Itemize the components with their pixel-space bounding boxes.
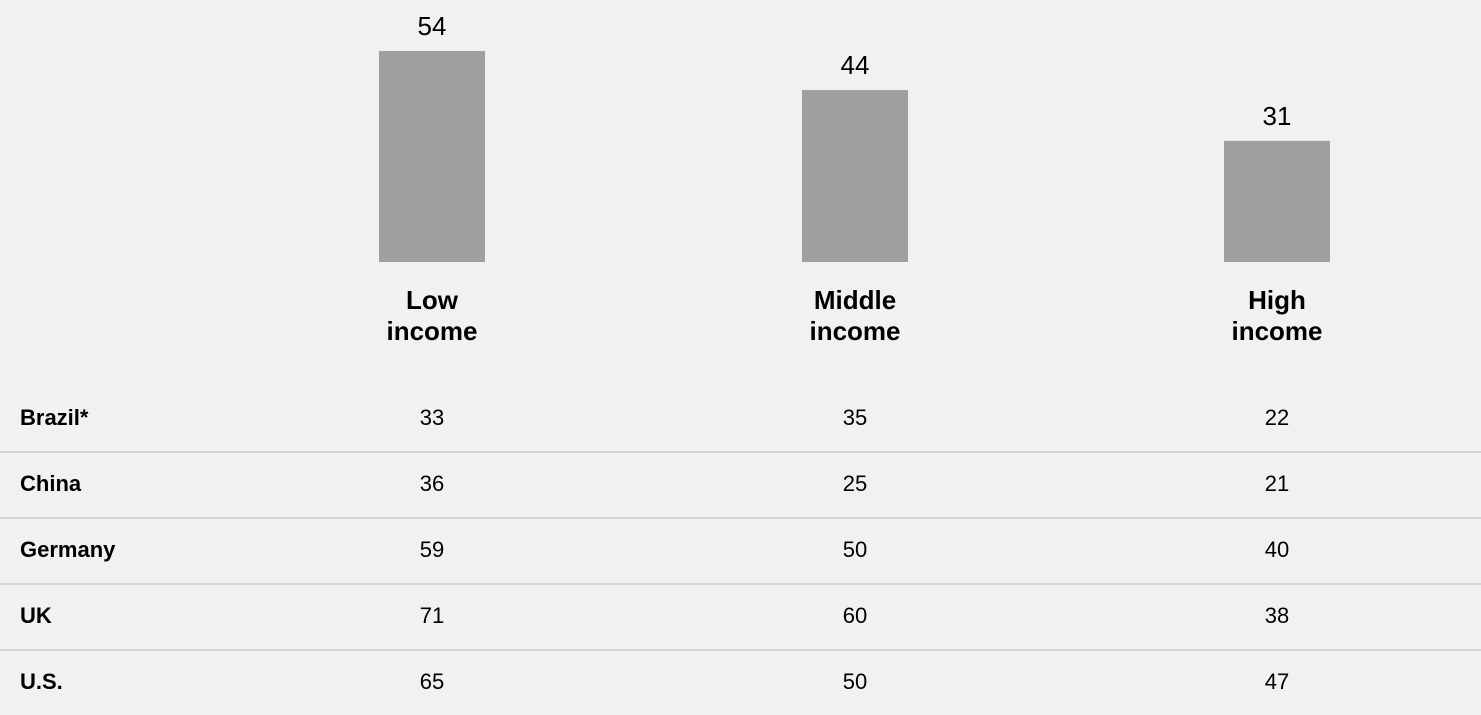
table-cell: 60: [842, 603, 868, 628]
category-label-line: High: [1248, 285, 1306, 315]
data-label-middle: 44: [841, 50, 870, 80]
category-label-line: Low: [406, 285, 458, 315]
bar-low: [379, 51, 485, 262]
table-cell: 59: [419, 537, 445, 562]
row-label: Brazil*: [20, 405, 89, 430]
table-cell: 40: [1264, 537, 1290, 562]
table-cell: 50: [842, 669, 868, 694]
row-divider: [0, 649, 1481, 651]
table-cell: 22: [1264, 405, 1290, 430]
bar-chart: 54 44 31: [379, 11, 1330, 263]
table-cell: 25: [842, 471, 868, 496]
row-label: Germany: [20, 537, 116, 562]
table-cell: 35: [842, 405, 868, 430]
table-cell: 38: [1264, 603, 1290, 628]
table-cell: 65: [419, 669, 445, 694]
category-label-high: High income: [1167, 285, 1387, 347]
category-label-line: income: [809, 316, 901, 346]
table-cell: 21: [1264, 471, 1290, 496]
table-row: Brazil* 33 35 22: [0, 385, 1481, 451]
data-label-low: 54: [418, 11, 447, 41]
row-divider: [0, 451, 1481, 453]
row-label: UK: [20, 603, 52, 628]
bar-middle: [802, 90, 908, 263]
row-label: China: [20, 471, 82, 496]
table-cell: 71: [419, 603, 445, 628]
data-label-high: 31: [1263, 101, 1292, 131]
table-cell: 33: [419, 405, 445, 430]
category-label-low: Low income: [322, 285, 542, 347]
category-label-middle: Middle income: [745, 285, 965, 347]
row-divider: [0, 517, 1481, 519]
bar-high: [1224, 140, 1330, 262]
category-label-line: income: [386, 316, 478, 346]
table-row: UK 71 60 38: [0, 583, 1481, 649]
category-label-line: income: [1231, 316, 1323, 346]
table-row: China 36 25 21: [0, 451, 1481, 517]
table-cell: 47: [1264, 669, 1290, 694]
category-label-line: Middle: [813, 285, 897, 315]
row-divider: [0, 583, 1481, 585]
row-label: U.S.: [20, 669, 63, 694]
table-row: U.S. 65 50 47: [0, 649, 1481, 715]
table-cell: 36: [419, 471, 445, 496]
table-row: Germany 59 50 40: [0, 517, 1481, 583]
table-cell: 50: [842, 537, 868, 562]
